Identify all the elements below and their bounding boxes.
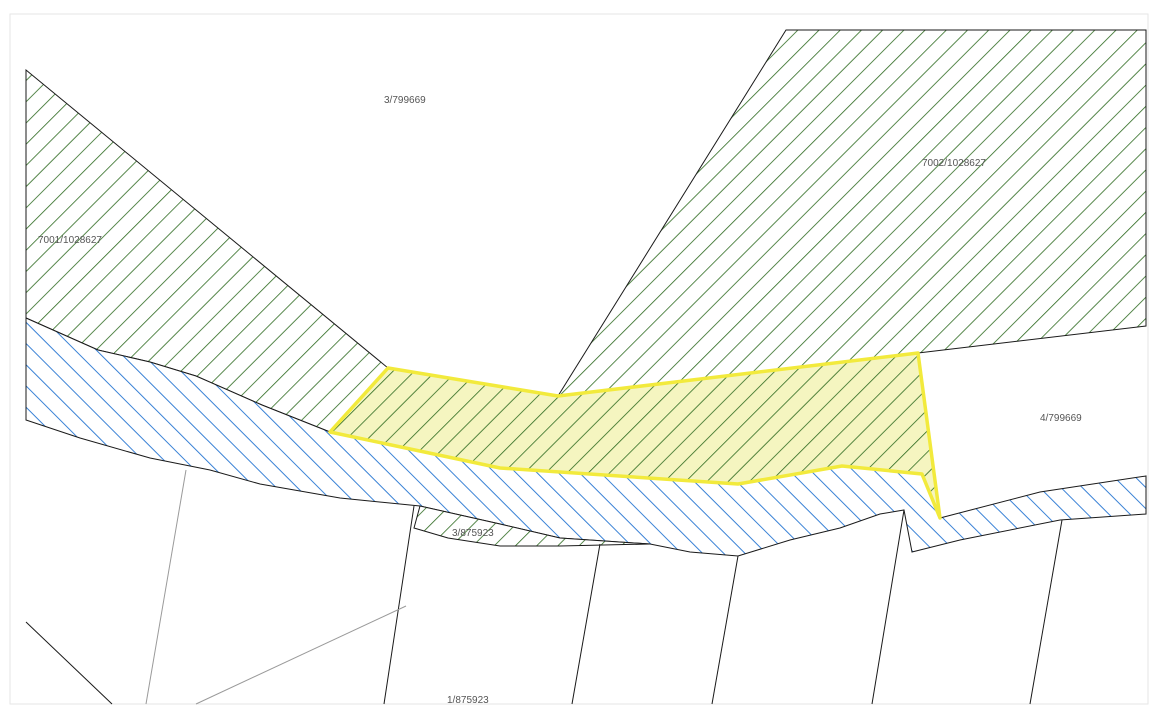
map-frame-border xyxy=(9,13,1149,705)
parcel-label-1-875923: 1/875923 xyxy=(447,695,489,706)
parcel-label-3-799669: 3/799669 xyxy=(384,95,426,106)
parcel-label-3-875923: 3/875923 xyxy=(452,528,494,539)
lower-parcel-boundaries xyxy=(25,469,1063,705)
parcel-label-4-799669: 4/799669 xyxy=(1040,413,1082,424)
parcel-label-7002-1028627: 7002/1028627 xyxy=(922,158,986,169)
parcel-label-7001-1028627: 7001/1028627 xyxy=(38,235,102,246)
highlighted-parcel[interactable] xyxy=(328,351,942,520)
parcel-3-875923[interactable] xyxy=(413,505,651,547)
parcel-7002-1028627[interactable] xyxy=(557,29,1147,397)
